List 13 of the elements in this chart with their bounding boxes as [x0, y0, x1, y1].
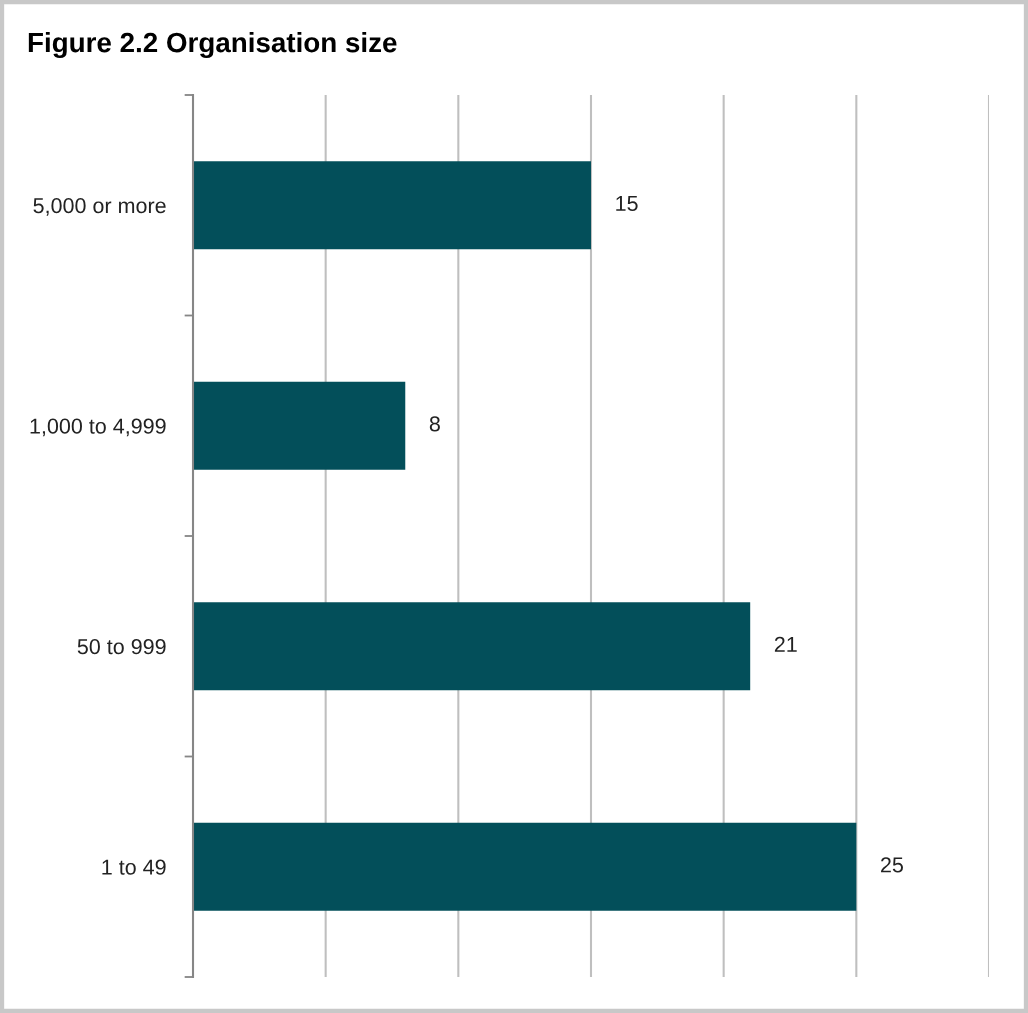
- y-tick-label: 1 to 49: [102, 859, 166, 875]
- y-tick-label: 50 to 999: [77, 639, 166, 655]
- data-label: 15: [616, 196, 638, 212]
- bar: [193, 161, 591, 250]
- bar: [193, 381, 406, 470]
- data-label: 25: [881, 857, 903, 873]
- bar: [193, 602, 751, 691]
- y-tick-label: 1,000 to 4,999: [30, 418, 166, 437]
- data-label: 21: [774, 636, 797, 652]
- y-tick-label: 5,000 or more: [33, 198, 166, 216]
- chart-title: Figure 2.2 Organisation size: [28, 31, 397, 59]
- data-label: 8: [429, 416, 440, 432]
- bar: [193, 822, 857, 911]
